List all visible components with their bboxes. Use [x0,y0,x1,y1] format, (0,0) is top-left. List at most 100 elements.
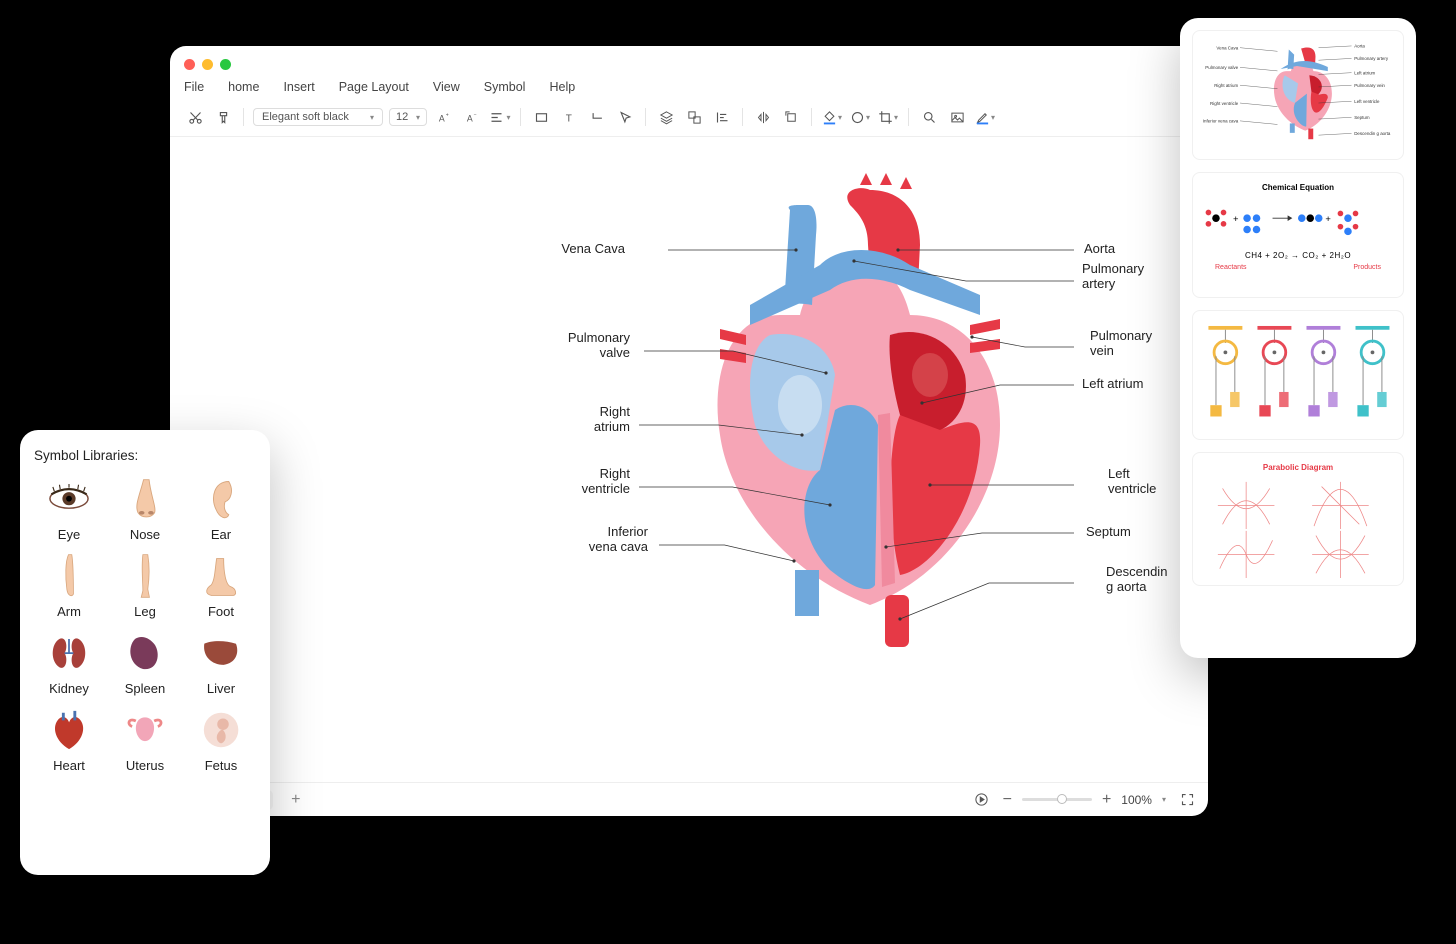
menu-view[interactable]: View [433,80,460,94]
zoom-slider[interactable] [1022,798,1092,801]
symbol-item-nose[interactable]: Nose [110,473,180,542]
presentation-button[interactable] [971,789,993,811]
fullscreen-button[interactable] [1176,789,1198,811]
heart-label: Pulmonaryvein [1090,329,1152,359]
template-parabolic[interactable]: Parabolic Diagram [1192,452,1404,586]
symbol-item-liver[interactable]: Liver [186,627,256,696]
minimize-window-button[interactable] [202,59,213,70]
svg-text:Pulmonary vein: Pulmonary vein [1354,83,1385,88]
ear-icon [186,473,256,525]
zoom-out-button[interactable]: − [1003,791,1012,809]
crop-button[interactable]: ▾ [877,106,899,128]
menu-page-layout[interactable]: Page Layout [339,80,409,94]
symbol-item-heart[interactable]: Heart [34,704,104,773]
decrease-font-button[interactable]: A− [461,106,483,128]
menu-symbol[interactable]: Symbol [484,80,526,94]
symbol-item-ear[interactable]: Ear [186,473,256,542]
group-button[interactable] [683,106,705,128]
line-style-button[interactable]: ▾ [849,106,871,128]
symbol-item-foot[interactable]: Foot [186,550,256,619]
symbol-item-uterus[interactable]: Uterus [110,704,180,773]
svg-text:Right atrium: Right atrium [1214,83,1238,88]
symbol-libraries-panel: Symbol Libraries: Eye Nose Ear Arm Leg Foot Ki… [20,430,270,875]
menu-insert[interactable]: Insert [283,80,314,94]
highlighter-button[interactable]: ▾ [974,106,996,128]
symbol-label: Nose [110,527,180,542]
leg-icon [110,550,180,602]
heart-label: Inferiorvena cava [568,525,648,555]
symbol-item-spleen[interactable]: Spleen [110,627,180,696]
svg-text:Septum: Septum [1354,115,1370,120]
heart-label: Aorta [1084,242,1115,257]
symbol-panel-title: Symbol Libraries: [34,448,256,463]
symbol-label: Liver [186,681,256,696]
eye-icon [34,473,104,525]
template-heart-diagram[interactable]: Vena CavaPulmonary valveRight atriumRigh… [1192,30,1404,160]
liver-icon [186,627,256,679]
align-objects-button[interactable] [711,106,733,128]
rotate-button[interactable] [780,106,802,128]
arm-icon [34,550,104,602]
symbol-item-eye[interactable]: Eye [34,473,104,542]
format-painter-button[interactable] [212,106,234,128]
heart-label: Leftventricle [1108,467,1156,497]
symbol-label: Arm [34,604,104,619]
symbol-label: Leg [110,604,180,619]
symbol-item-arm[interactable]: Arm [34,550,104,619]
svg-text:Pulmonary valve: Pulmonary valve [1205,65,1238,70]
svg-text:A: A [438,113,444,123]
toolbar: Elegant soft black▾ 12▾ A+ A− ▾ T ▾ ▾ ▾ … [170,102,1208,137]
foot-icon [186,550,256,602]
rectangle-tool-button[interactable] [530,106,552,128]
zoom-level-label[interactable]: 100% [1121,793,1152,807]
heart-label: Vena Cava [545,242,625,257]
increase-font-button[interactable]: A+ [433,106,455,128]
svg-text:Aorta: Aorta [1354,44,1365,49]
fill-color-button[interactable]: ▾ [821,106,843,128]
svg-text:Pulmonary artery: Pulmonary artery [1354,56,1389,61]
cut-button[interactable] [184,106,206,128]
window-controls [184,59,231,70]
text-tool-button[interactable]: T [558,106,580,128]
add-page-button[interactable]: + [283,791,308,809]
menu-file[interactable]: File [184,80,204,94]
symbol-label: Kidney [34,681,104,696]
close-window-button[interactable] [184,59,195,70]
heart-label: Descending aorta [1106,565,1167,595]
zoom-in-button[interactable]: + [1102,791,1111,809]
svg-text:Left ventricle: Left ventricle [1354,99,1380,104]
heart-label: Pulmonaryvalve [550,331,630,361]
symbol-item-kidney[interactable]: Kidney [34,627,104,696]
menu-home[interactable]: home [228,80,259,94]
font-family-select[interactable]: Elegant soft black▾ [253,108,383,126]
heart-label: Left atrium [1082,377,1143,392]
maximize-window-button[interactable] [220,59,231,70]
status-bar: ▾ Page-1 + − + 100% ▾ [170,782,1208,816]
svg-text:Left atrium: Left atrium [1354,70,1375,75]
svg-text:Vena Cava: Vena Cava [1216,45,1238,50]
heart-label: Septum [1086,525,1131,540]
template-pulleys[interactable] [1192,310,1404,440]
symbol-label: Foot [186,604,256,619]
flip-horizontal-button[interactable] [752,106,774,128]
canvas[interactable]: Vena CavaPulmonaryvalveRightatriumRightv… [180,147,1198,737]
connector-tool-button[interactable] [586,106,608,128]
menu-help[interactable]: Help [549,80,575,94]
search-button[interactable] [918,106,940,128]
svg-text:+: + [445,112,448,118]
symbol-label: Heart [34,758,104,773]
heart-label: Rightatrium [550,405,630,435]
image-button[interactable] [946,106,968,128]
font-size-select[interactable]: 12▾ [389,108,427,126]
app-window: File home Insert Page Layout View Symbol… [170,46,1208,816]
menu-bar: File home Insert Page Layout View Symbol… [170,74,1208,102]
pointer-tool-button[interactable] [614,106,636,128]
symbol-item-leg[interactable]: Leg [110,550,180,619]
align-button[interactable]: ▾ [489,106,511,128]
symbol-label: Fetus [186,758,256,773]
svg-text:T: T [565,113,571,124]
symbol-item-fetus[interactable]: Fetus [186,704,256,773]
templates-panel: Vena CavaPulmonary valveRight atriumRigh… [1180,18,1416,658]
layers-button[interactable] [655,106,677,128]
template-chemical-equation[interactable]: Chemical Equation + + [1192,172,1404,298]
